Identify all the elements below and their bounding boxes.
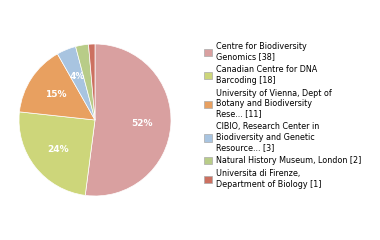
Text: 15%: 15% — [45, 90, 66, 99]
Text: 4%: 4% — [70, 72, 85, 81]
Legend: Centre for Biodiversity
Genomics [38], Canadian Centre for DNA
Barcoding [18], U: Centre for Biodiversity Genomics [38], C… — [204, 42, 361, 189]
Text: 52%: 52% — [131, 119, 153, 127]
Wedge shape — [57, 47, 95, 120]
Wedge shape — [89, 44, 95, 120]
Text: 24%: 24% — [47, 145, 69, 154]
Wedge shape — [19, 54, 95, 120]
Wedge shape — [85, 44, 171, 196]
Wedge shape — [76, 44, 95, 120]
Wedge shape — [19, 112, 95, 195]
